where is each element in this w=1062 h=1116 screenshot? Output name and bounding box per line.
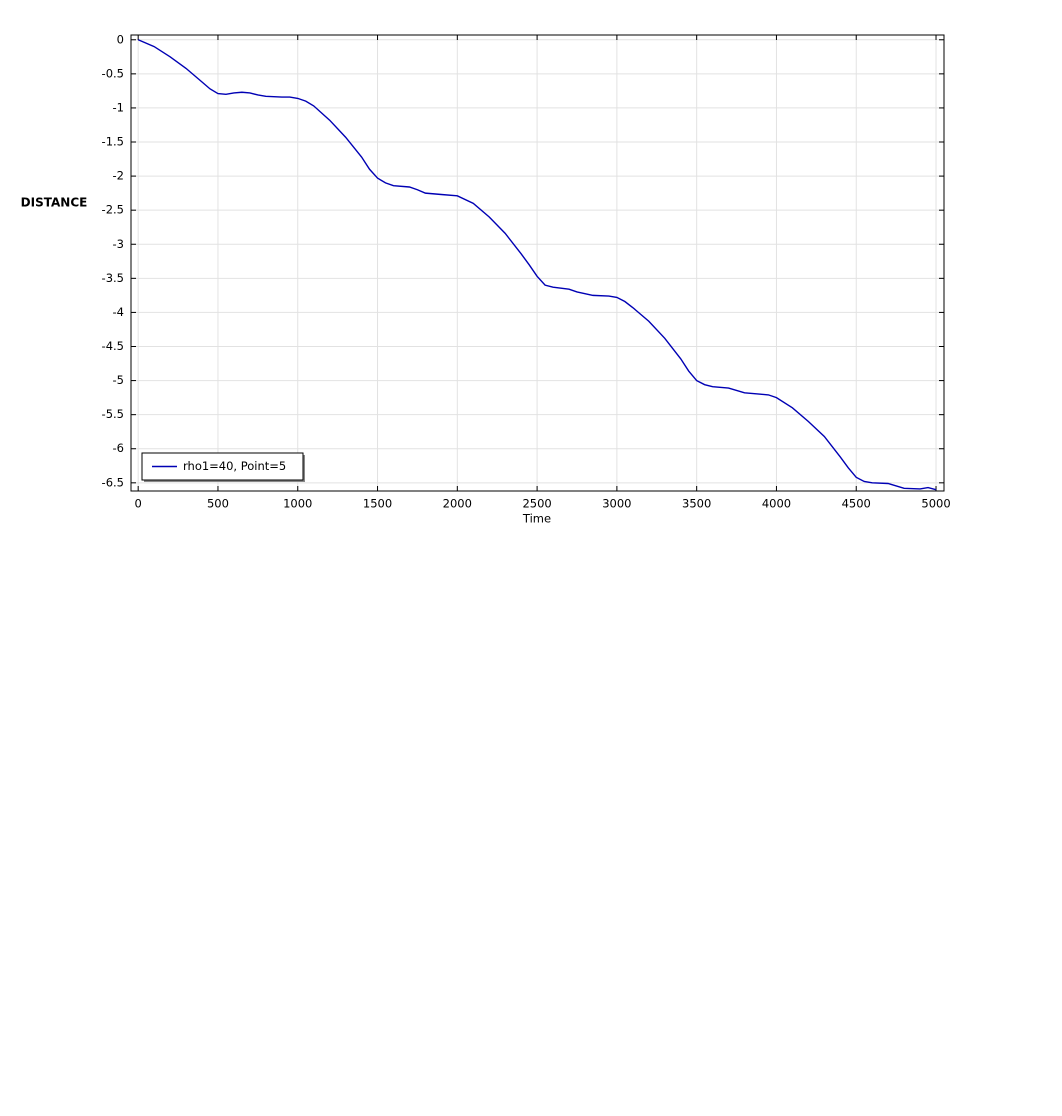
x-tick-label: 1500: [363, 497, 392, 511]
y-tick-label: -4.5: [102, 339, 124, 353]
y-tick-label: -5.5: [102, 407, 124, 421]
x-tick-label: 2000: [443, 497, 472, 511]
x-tick-label: 1000: [283, 497, 312, 511]
plot-frame: [130, 34, 945, 492]
x-tick-label: 3500: [682, 497, 711, 511]
y-tick-label: -6.5: [102, 475, 124, 489]
y-tick-label: -0.5: [102, 66, 124, 80]
y-tick-label: -1: [113, 100, 124, 114]
y-tick-label: 0: [117, 32, 124, 46]
y-tick-label: -3.5: [102, 271, 124, 285]
y-tick-label: -2: [113, 169, 124, 183]
y-axis-label: DISTANCE: [21, 196, 88, 210]
x-axis-label: Time: [522, 512, 551, 526]
y-tick-label: -5: [113, 373, 124, 387]
x-tick-label: 0: [135, 497, 142, 511]
y-tick-label: -6: [113, 441, 124, 455]
legend-label: rho1=40, Point=5: [183, 459, 286, 473]
x-tick-label: 4500: [842, 497, 871, 511]
y-tick-label: -2.5: [102, 203, 124, 217]
x-tick-label: 4000: [762, 497, 791, 511]
y-tick-label: -3: [113, 237, 124, 251]
x-tick-label: 2500: [522, 497, 551, 511]
data-line: [137, 39, 937, 491]
x-tick-label: 3000: [602, 497, 631, 511]
y-tick-label: -4: [113, 305, 124, 319]
x-tick-label: 5000: [921, 497, 950, 511]
x-tick-label: 500: [207, 497, 229, 511]
y-tick-label: -1.5: [102, 135, 124, 149]
